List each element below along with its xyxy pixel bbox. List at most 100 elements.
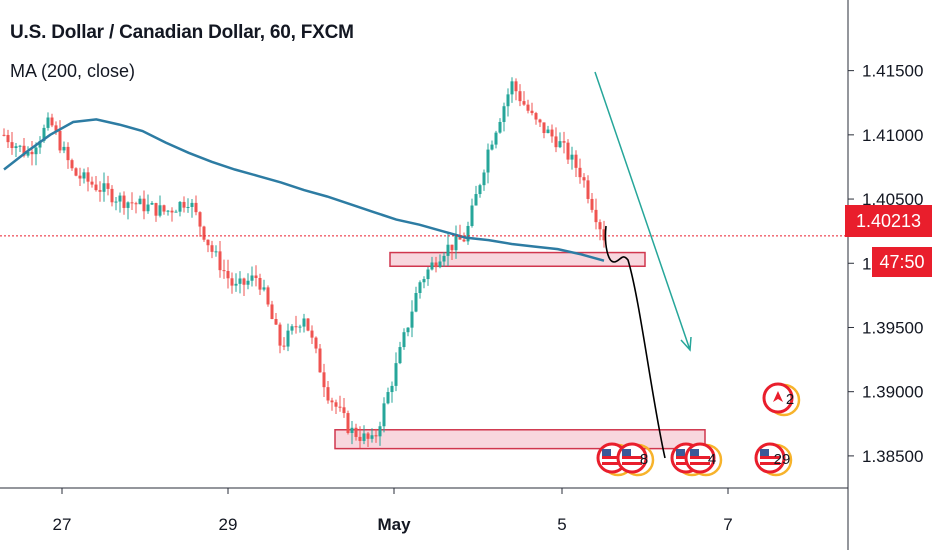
support-zones[interactable] <box>334 251 706 450</box>
candle-body <box>338 406 342 408</box>
candle-body <box>78 175 82 179</box>
candle-body <box>310 330 314 338</box>
candle-body <box>6 134 10 143</box>
candle-body <box>482 172 486 186</box>
candle-body <box>570 154 574 160</box>
candle-body <box>262 287 266 290</box>
economic-events[interactable]: 2854292 <box>596 382 801 477</box>
candle-body <box>106 183 110 189</box>
candle-body <box>598 222 602 230</box>
y-tick-label: 1.39000 <box>862 383 923 402</box>
candle-body <box>254 275 258 278</box>
candle-body <box>150 203 154 205</box>
candle-body <box>566 142 570 160</box>
us-flag-icon[interactable]: 8 <box>616 442 655 477</box>
candle-body <box>466 225 470 242</box>
support-zone[interactable] <box>389 251 646 268</box>
candle-body <box>518 91 522 102</box>
candle-body <box>490 144 494 150</box>
candle-body <box>538 119 542 123</box>
candle-body <box>574 154 578 168</box>
candle-body <box>22 145 26 156</box>
us-flag-icon[interactable]: 4 <box>684 442 723 477</box>
x-tick-label: 29 <box>219 515 238 534</box>
candle-body <box>362 433 366 441</box>
candle-body <box>358 436 362 441</box>
candle-body <box>350 427 354 433</box>
candle-body <box>454 235 458 251</box>
candle-body <box>370 435 374 439</box>
candle-body <box>594 209 598 223</box>
candle-body <box>542 122 546 134</box>
candle-body <box>214 251 218 253</box>
candle-body <box>346 413 350 433</box>
candle-body <box>190 202 194 207</box>
canada-flag-icon[interactable]: 2 <box>762 382 801 417</box>
candle-body <box>306 318 310 331</box>
candle-body <box>486 149 490 173</box>
candle-body <box>302 318 306 327</box>
candle-body <box>422 279 426 283</box>
candle-body <box>590 198 594 210</box>
chart-title: U.S. Dollar / Canadian Dollar, 60, FXCM <box>10 22 354 43</box>
candle-body <box>170 210 174 213</box>
candle-body <box>414 293 418 312</box>
indicator-label: MA (200, close) <box>10 61 136 81</box>
candle-body <box>286 330 290 347</box>
candle-body <box>50 117 54 126</box>
candle-body <box>586 180 590 199</box>
x-tick-label: 27 <box>53 515 72 534</box>
candle-body <box>562 141 566 143</box>
candle-body <box>318 348 322 373</box>
x-axis: 27 29 May 5 7 <box>53 488 733 534</box>
us-flag-icon[interactable]: 29 <box>754 442 793 477</box>
projection-path[interactable] <box>604 225 666 459</box>
candle-body <box>18 145 22 147</box>
candle-body <box>266 287 270 305</box>
candle-body <box>94 184 98 191</box>
support-zone[interactable] <box>334 429 706 450</box>
candle-body <box>126 202 130 208</box>
event-count: 4 <box>708 451 716 468</box>
candle-body <box>442 255 446 262</box>
candle-body <box>62 146 66 151</box>
candle-body <box>82 172 86 179</box>
x-tick-label: 5 <box>557 515 566 534</box>
candle-body <box>242 278 246 285</box>
candle-body <box>506 94 510 107</box>
candle-body <box>250 275 254 281</box>
candle-body <box>154 203 158 216</box>
candle-body <box>602 229 606 241</box>
event-count: 8 <box>640 451 648 468</box>
trend-arrow[interactable] <box>594 71 692 352</box>
candle-body <box>66 146 70 161</box>
candle-body <box>194 202 198 213</box>
candle-body <box>74 168 78 176</box>
candle-body <box>546 129 550 134</box>
candle-body <box>114 201 118 203</box>
candle-body <box>226 270 230 279</box>
candle-body <box>294 326 298 328</box>
candle-body <box>494 132 498 145</box>
candle-body <box>502 106 506 122</box>
candle-body <box>186 206 190 208</box>
candle-body <box>478 185 482 195</box>
candle-body <box>30 151 34 155</box>
candle-body <box>122 195 126 208</box>
candle-body <box>314 337 318 349</box>
candle-body <box>534 113 538 120</box>
candle-body <box>86 172 90 182</box>
x-tick-label: 7 <box>723 515 732 534</box>
candle-body <box>558 141 562 148</box>
candle-body <box>366 433 370 439</box>
candle-body <box>234 283 238 286</box>
event-count: 29 <box>774 451 791 468</box>
candle-body <box>434 262 438 268</box>
candle-body <box>130 202 134 204</box>
candle-body <box>258 277 262 290</box>
candle-body <box>398 347 402 364</box>
candle-body <box>550 129 554 137</box>
candle-body <box>526 104 530 111</box>
candle-body <box>270 304 274 319</box>
